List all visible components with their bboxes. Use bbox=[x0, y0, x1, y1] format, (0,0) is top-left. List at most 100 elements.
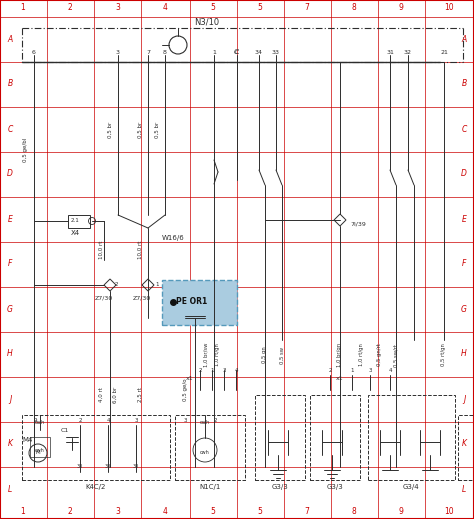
Text: 1: 1 bbox=[350, 367, 354, 373]
Text: 4: 4 bbox=[106, 417, 110, 422]
Text: N1C/1: N1C/1 bbox=[199, 484, 221, 490]
Text: 32: 32 bbox=[404, 49, 412, 54]
Text: 5: 5 bbox=[257, 4, 263, 12]
Text: 21: 21 bbox=[440, 49, 448, 54]
Text: 34: 34 bbox=[255, 49, 263, 54]
Text: 4: 4 bbox=[163, 507, 167, 515]
Text: J: J bbox=[463, 394, 465, 403]
Text: 2: 2 bbox=[68, 507, 73, 515]
Text: 0,5 br: 0,5 br bbox=[137, 122, 143, 138]
Text: J: J bbox=[9, 394, 11, 403]
Text: 5: 5 bbox=[210, 4, 216, 12]
Text: 1: 1 bbox=[212, 49, 216, 54]
Text: 2: 2 bbox=[115, 282, 118, 288]
Text: C: C bbox=[461, 125, 467, 133]
Text: 3: 3 bbox=[222, 367, 226, 373]
Text: cwh: cwh bbox=[35, 447, 45, 453]
Text: W16/6: W16/6 bbox=[162, 235, 185, 241]
Text: G: G bbox=[461, 305, 467, 313]
Text: 3: 3 bbox=[116, 507, 120, 515]
Text: 3: 3 bbox=[116, 4, 120, 12]
Text: D: D bbox=[461, 170, 467, 179]
Bar bbox=[22, 415, 170, 480]
Text: 1: 1 bbox=[155, 282, 158, 288]
Text: 9: 9 bbox=[33, 417, 37, 422]
Text: 5: 5 bbox=[210, 507, 216, 515]
Text: 4: 4 bbox=[163, 4, 167, 12]
Text: C: C bbox=[7, 125, 13, 133]
Text: 5: 5 bbox=[257, 507, 263, 515]
Text: L: L bbox=[462, 485, 466, 494]
Text: C: C bbox=[234, 49, 238, 55]
Text: 33: 33 bbox=[272, 49, 280, 54]
Bar bbox=[30, 437, 50, 457]
Text: G: G bbox=[7, 305, 13, 313]
Text: 3: 3 bbox=[116, 49, 120, 54]
Text: 9: 9 bbox=[399, 4, 403, 12]
Text: F: F bbox=[8, 260, 12, 268]
Text: C: C bbox=[235, 49, 239, 54]
Bar bbox=[68, 215, 90, 228]
Text: G3/3: G3/3 bbox=[272, 484, 288, 490]
Text: 0,5 br: 0,5 br bbox=[155, 122, 159, 138]
Text: 0,5 sw/rt: 0,5 sw/rt bbox=[393, 344, 399, 366]
Text: H: H bbox=[7, 349, 13, 359]
Text: 8: 8 bbox=[352, 4, 356, 12]
Text: 30: 30 bbox=[133, 465, 139, 470]
Text: PE OR1: PE OR1 bbox=[176, 297, 208, 307]
Text: 1,0 br/sw: 1,0 br/sw bbox=[203, 343, 209, 367]
Bar bbox=[368, 395, 455, 480]
Text: 1: 1 bbox=[21, 4, 26, 12]
Text: 0,5 sw: 0,5 sw bbox=[280, 347, 284, 363]
Bar bbox=[175, 415, 245, 480]
Text: 2: 2 bbox=[78, 417, 82, 422]
Text: 2: 2 bbox=[328, 367, 332, 373]
Text: 2.1: 2.1 bbox=[71, 218, 80, 224]
Text: 1,0 rt/gn: 1,0 rt/gn bbox=[216, 344, 220, 366]
Text: H: H bbox=[461, 349, 467, 359]
Text: 8: 8 bbox=[352, 507, 356, 515]
Text: Z7/30: Z7/30 bbox=[133, 295, 151, 301]
Text: K: K bbox=[8, 440, 12, 448]
Text: owh: owh bbox=[35, 419, 45, 425]
Text: 1,0 rt/gn: 1,0 rt/gn bbox=[359, 344, 365, 366]
Text: 2: 2 bbox=[68, 4, 73, 12]
Text: D: D bbox=[7, 170, 13, 179]
Text: Z7/30: Z7/30 bbox=[95, 295, 113, 301]
Text: 30: 30 bbox=[105, 465, 111, 470]
Text: 4: 4 bbox=[388, 367, 392, 373]
Text: 4,0 rt: 4,0 rt bbox=[99, 388, 103, 402]
Bar bbox=[310, 395, 360, 480]
Text: 0,5 gn: 0,5 gn bbox=[263, 347, 267, 363]
Text: A: A bbox=[461, 34, 466, 44]
Text: E: E bbox=[8, 214, 12, 224]
Text: M: M bbox=[36, 450, 40, 456]
Text: 10,0 rt: 10,0 rt bbox=[137, 241, 143, 259]
Text: 2: 2 bbox=[213, 417, 217, 422]
Text: 7: 7 bbox=[305, 4, 310, 12]
Text: 9: 9 bbox=[399, 507, 403, 515]
Text: K: K bbox=[462, 440, 466, 448]
Text: 8: 8 bbox=[163, 49, 167, 54]
Text: 3: 3 bbox=[134, 417, 138, 422]
Text: 2,5 rt: 2,5 rt bbox=[137, 388, 143, 402]
Text: 0,5 ge/o: 0,5 ge/o bbox=[183, 379, 189, 401]
Text: M4: M4 bbox=[23, 437, 33, 443]
Text: 3: 3 bbox=[368, 367, 372, 373]
Text: 0,5 ge/bl: 0,5 ge/bl bbox=[24, 138, 28, 162]
Text: 6,0 br: 6,0 br bbox=[112, 387, 118, 403]
Text: 1: 1 bbox=[21, 507, 26, 515]
Bar bbox=[458, 415, 474, 480]
Text: owh: owh bbox=[200, 419, 210, 425]
Text: 7i/39: 7i/39 bbox=[350, 222, 366, 226]
Text: G3/4: G3/4 bbox=[403, 484, 419, 490]
Text: 7: 7 bbox=[146, 49, 150, 54]
Text: 0,5 rt/gn: 0,5 rt/gn bbox=[441, 344, 447, 366]
Bar bbox=[162, 280, 237, 325]
Text: F: F bbox=[462, 260, 466, 268]
Text: B: B bbox=[461, 79, 466, 89]
Text: x1: x1 bbox=[336, 376, 344, 380]
Text: E: E bbox=[462, 214, 466, 224]
Text: 4: 4 bbox=[234, 367, 238, 373]
Text: 0,5 br: 0,5 br bbox=[108, 122, 112, 138]
